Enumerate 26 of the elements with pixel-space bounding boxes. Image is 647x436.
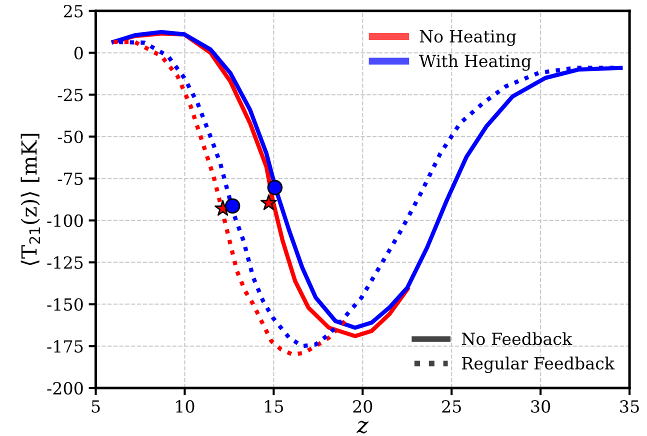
y-tick-label: -75 [58, 172, 83, 186]
annotation: Regular Feedback [462, 356, 615, 374]
x-tick-label: 10 [176, 400, 194, 413]
y-tick-label: -25 [58, 88, 83, 102]
x-tick-label: 5 [92, 400, 100, 413]
x-tick-label: 25 [442, 400, 461, 413]
x-tick-label: 35 [620, 400, 639, 413]
legend-label: With Heating [419, 54, 532, 71]
legend-label: No Heating [420, 30, 516, 46]
y-tick-label: -100 [47, 214, 83, 227]
x-tick-label: 20 [353, 400, 372, 413]
point [267, 180, 283, 196]
y-tick-label: -125 [47, 256, 83, 269]
y-tick-label: -150 [47, 298, 83, 311]
y-tick-label: -200 [47, 382, 83, 395]
x-tick-label: 30 [531, 400, 550, 413]
x-axis-title: z [356, 420, 369, 434]
point [260, 194, 277, 210]
point [224, 198, 240, 214]
x-tick-label: 15 [265, 400, 283, 413]
y-tick-label: 25 [64, 4, 83, 18]
annotation: No Feedback [462, 332, 572, 346]
y-axis-title: ⟨T$_{21}$(z)⟩ [mK] [20, 134, 40, 266]
y-tick-label: -50 [58, 130, 83, 144]
y-tick-label: 0 [74, 46, 83, 60]
y-tick-label: -175 [47, 340, 83, 353]
